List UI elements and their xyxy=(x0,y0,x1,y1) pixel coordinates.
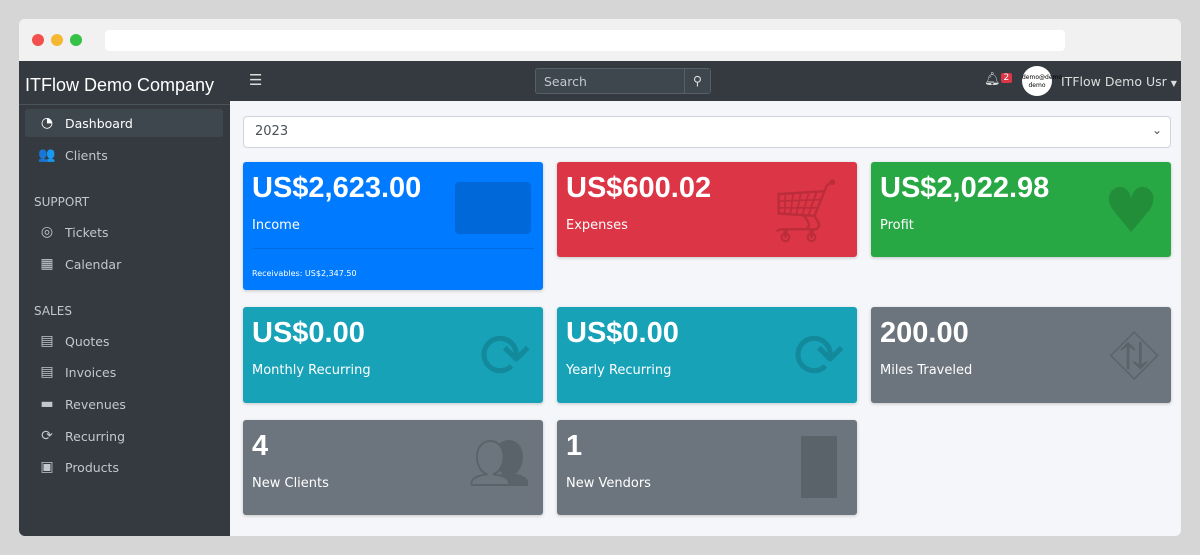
label: Tickets xyxy=(65,224,109,240)
card-label: New Clients xyxy=(252,476,329,491)
maximize-dot[interactable] xyxy=(70,34,82,46)
avatar[interactable]: demo@demo demo xyxy=(1022,66,1062,96)
expenses-card[interactable]: US$600.02 Expenses 🛒︎ xyxy=(557,162,857,257)
box-icon: ▣ xyxy=(40,459,54,475)
label: Revenues xyxy=(65,396,126,412)
card-value: 1 xyxy=(566,430,583,462)
file-icon: ▤ xyxy=(40,333,54,349)
sales-header: SALES xyxy=(34,304,72,318)
sidebar-item-calendar[interactable]: ▦ Calendar xyxy=(25,250,223,278)
life-ring-icon: ◎ xyxy=(40,224,54,240)
search-button[interactable]: ⚲ xyxy=(684,69,710,93)
card-label: Miles Traveled xyxy=(880,363,973,378)
card-label: New Vendors xyxy=(566,476,651,491)
new-vendors-card[interactable]: 1 New Vendors xyxy=(557,420,857,515)
sidebar-item-revenues[interactable]: ▬ Revenues xyxy=(25,390,223,418)
search-input[interactable]: Search ⚲ xyxy=(535,68,711,94)
label: Invoices xyxy=(65,364,117,380)
caret-down-icon: ▼ xyxy=(1170,79,1177,88)
label: Quotes xyxy=(65,333,110,349)
card-label: Income xyxy=(252,218,300,233)
year-select[interactable]: 2023 ⌄ xyxy=(243,116,1171,148)
card-value: US$2,623.00 xyxy=(252,172,422,204)
top-navbar: ☰ Search ⚲ 🔔︎ 2 demo@demo demo ITFlow Demo… xyxy=(230,61,1181,101)
notification-badge: 2 xyxy=(1000,73,1013,83)
monthly-recurring-card[interactable]: US$0.00 Monthly Recurring ⟳ xyxy=(243,307,543,403)
miles-card[interactable]: 200.00 Miles Traveled ⛗ xyxy=(871,307,1171,403)
label: Recurring xyxy=(65,428,125,444)
card-label: Expenses xyxy=(566,218,628,233)
profit-card[interactable]: US$2,022.98 Profit ♥ xyxy=(871,162,1171,257)
chevron-down-icon: ⌄ xyxy=(1151,123,1162,137)
label: Dashboard xyxy=(65,115,133,131)
support-header: SUPPORT xyxy=(34,195,90,209)
card-label: Profit xyxy=(880,218,914,233)
heart-icon: ♥ xyxy=(1103,174,1159,247)
yearly-recurring-card[interactable]: US$0.00 Yearly Recurring ⟳ xyxy=(557,307,857,403)
card-value: US$0.00 xyxy=(566,317,679,349)
card-label: Yearly Recurring xyxy=(566,363,672,378)
shopping-cart-icon: 🛒︎ xyxy=(766,174,845,247)
sidebar: ITFlow Demo Company ◔ Dashboard 👥 Clients … xyxy=(19,61,230,536)
user-menu[interactable]: ITFlow Demo Usr ▼ xyxy=(1061,74,1177,89)
close-dot[interactable] xyxy=(32,34,44,46)
sidebar-item-recurring[interactable]: ⟳ Recurring xyxy=(25,422,223,450)
search-placeholder: Search xyxy=(544,74,587,89)
browser-chrome xyxy=(19,19,1181,61)
search-icon: ⚲ xyxy=(692,73,703,88)
sidebar-item-clients[interactable]: 👥 Clients xyxy=(25,141,223,169)
receivables-text: Receivables: US$2,347.50 xyxy=(252,269,357,278)
sidebar-item-invoices[interactable]: ▤ Invoices xyxy=(25,358,223,386)
card-value: 200.00 xyxy=(880,317,969,349)
card-value: US$600.02 xyxy=(566,172,712,204)
building-icon xyxy=(801,436,837,498)
user-name: ITFlow Demo Usr xyxy=(1061,74,1167,89)
card-value: US$0.00 xyxy=(252,317,365,349)
sync-icon: ⟳ xyxy=(479,319,531,392)
browser-window: ITFlow Demo Company ◔ Dashboard 👥 Clients … xyxy=(19,19,1181,536)
divider xyxy=(252,248,534,249)
sidebar-item-dashboard[interactable]: ◔ Dashboard xyxy=(25,109,223,137)
bell-icon: 🔔︎ xyxy=(984,72,1001,87)
users-icon: 👥︎ xyxy=(467,434,531,492)
card-value: 4 xyxy=(252,430,269,462)
year-value: 2023 xyxy=(255,124,289,139)
credit-card-icon xyxy=(455,182,531,234)
card-value: US$2,022.98 xyxy=(880,172,1050,204)
route-icon: ⛗ xyxy=(1109,319,1159,392)
label: Calendar xyxy=(65,256,122,272)
sidebar-item-quotes[interactable]: ▤ Quotes xyxy=(25,327,223,355)
income-card[interactable]: US$2,623.00 Income Receivables: US$2,347… xyxy=(243,162,543,290)
label: Products xyxy=(65,459,119,475)
card-label: Monthly Recurring xyxy=(252,363,371,378)
address-bar[interactable] xyxy=(105,30,1065,51)
sidebar-item-tickets[interactable]: ◎ Tickets xyxy=(25,218,223,246)
notifications-button[interactable]: 🔔︎ 2 xyxy=(984,72,1013,87)
minimize-dot[interactable] xyxy=(51,34,63,46)
label: Clients xyxy=(65,147,108,163)
new-clients-card[interactable]: 4 New Clients 👥︎ xyxy=(243,420,543,515)
credit-card-icon: ▬ xyxy=(40,396,54,412)
sync-icon: ⟳ xyxy=(793,319,845,392)
brand[interactable]: ITFlow Demo Company xyxy=(19,61,230,105)
menu-toggle-icon[interactable]: ☰ xyxy=(249,71,263,89)
sync-icon: ⟳ xyxy=(41,428,53,444)
invoice-icon: ▤ xyxy=(40,364,54,380)
sidebar-item-products[interactable]: ▣ Products xyxy=(25,453,223,481)
calendar-icon: ▦ xyxy=(40,256,54,272)
gauge-icon: ◔ xyxy=(40,115,54,131)
users-icon: 👥 xyxy=(38,147,56,163)
